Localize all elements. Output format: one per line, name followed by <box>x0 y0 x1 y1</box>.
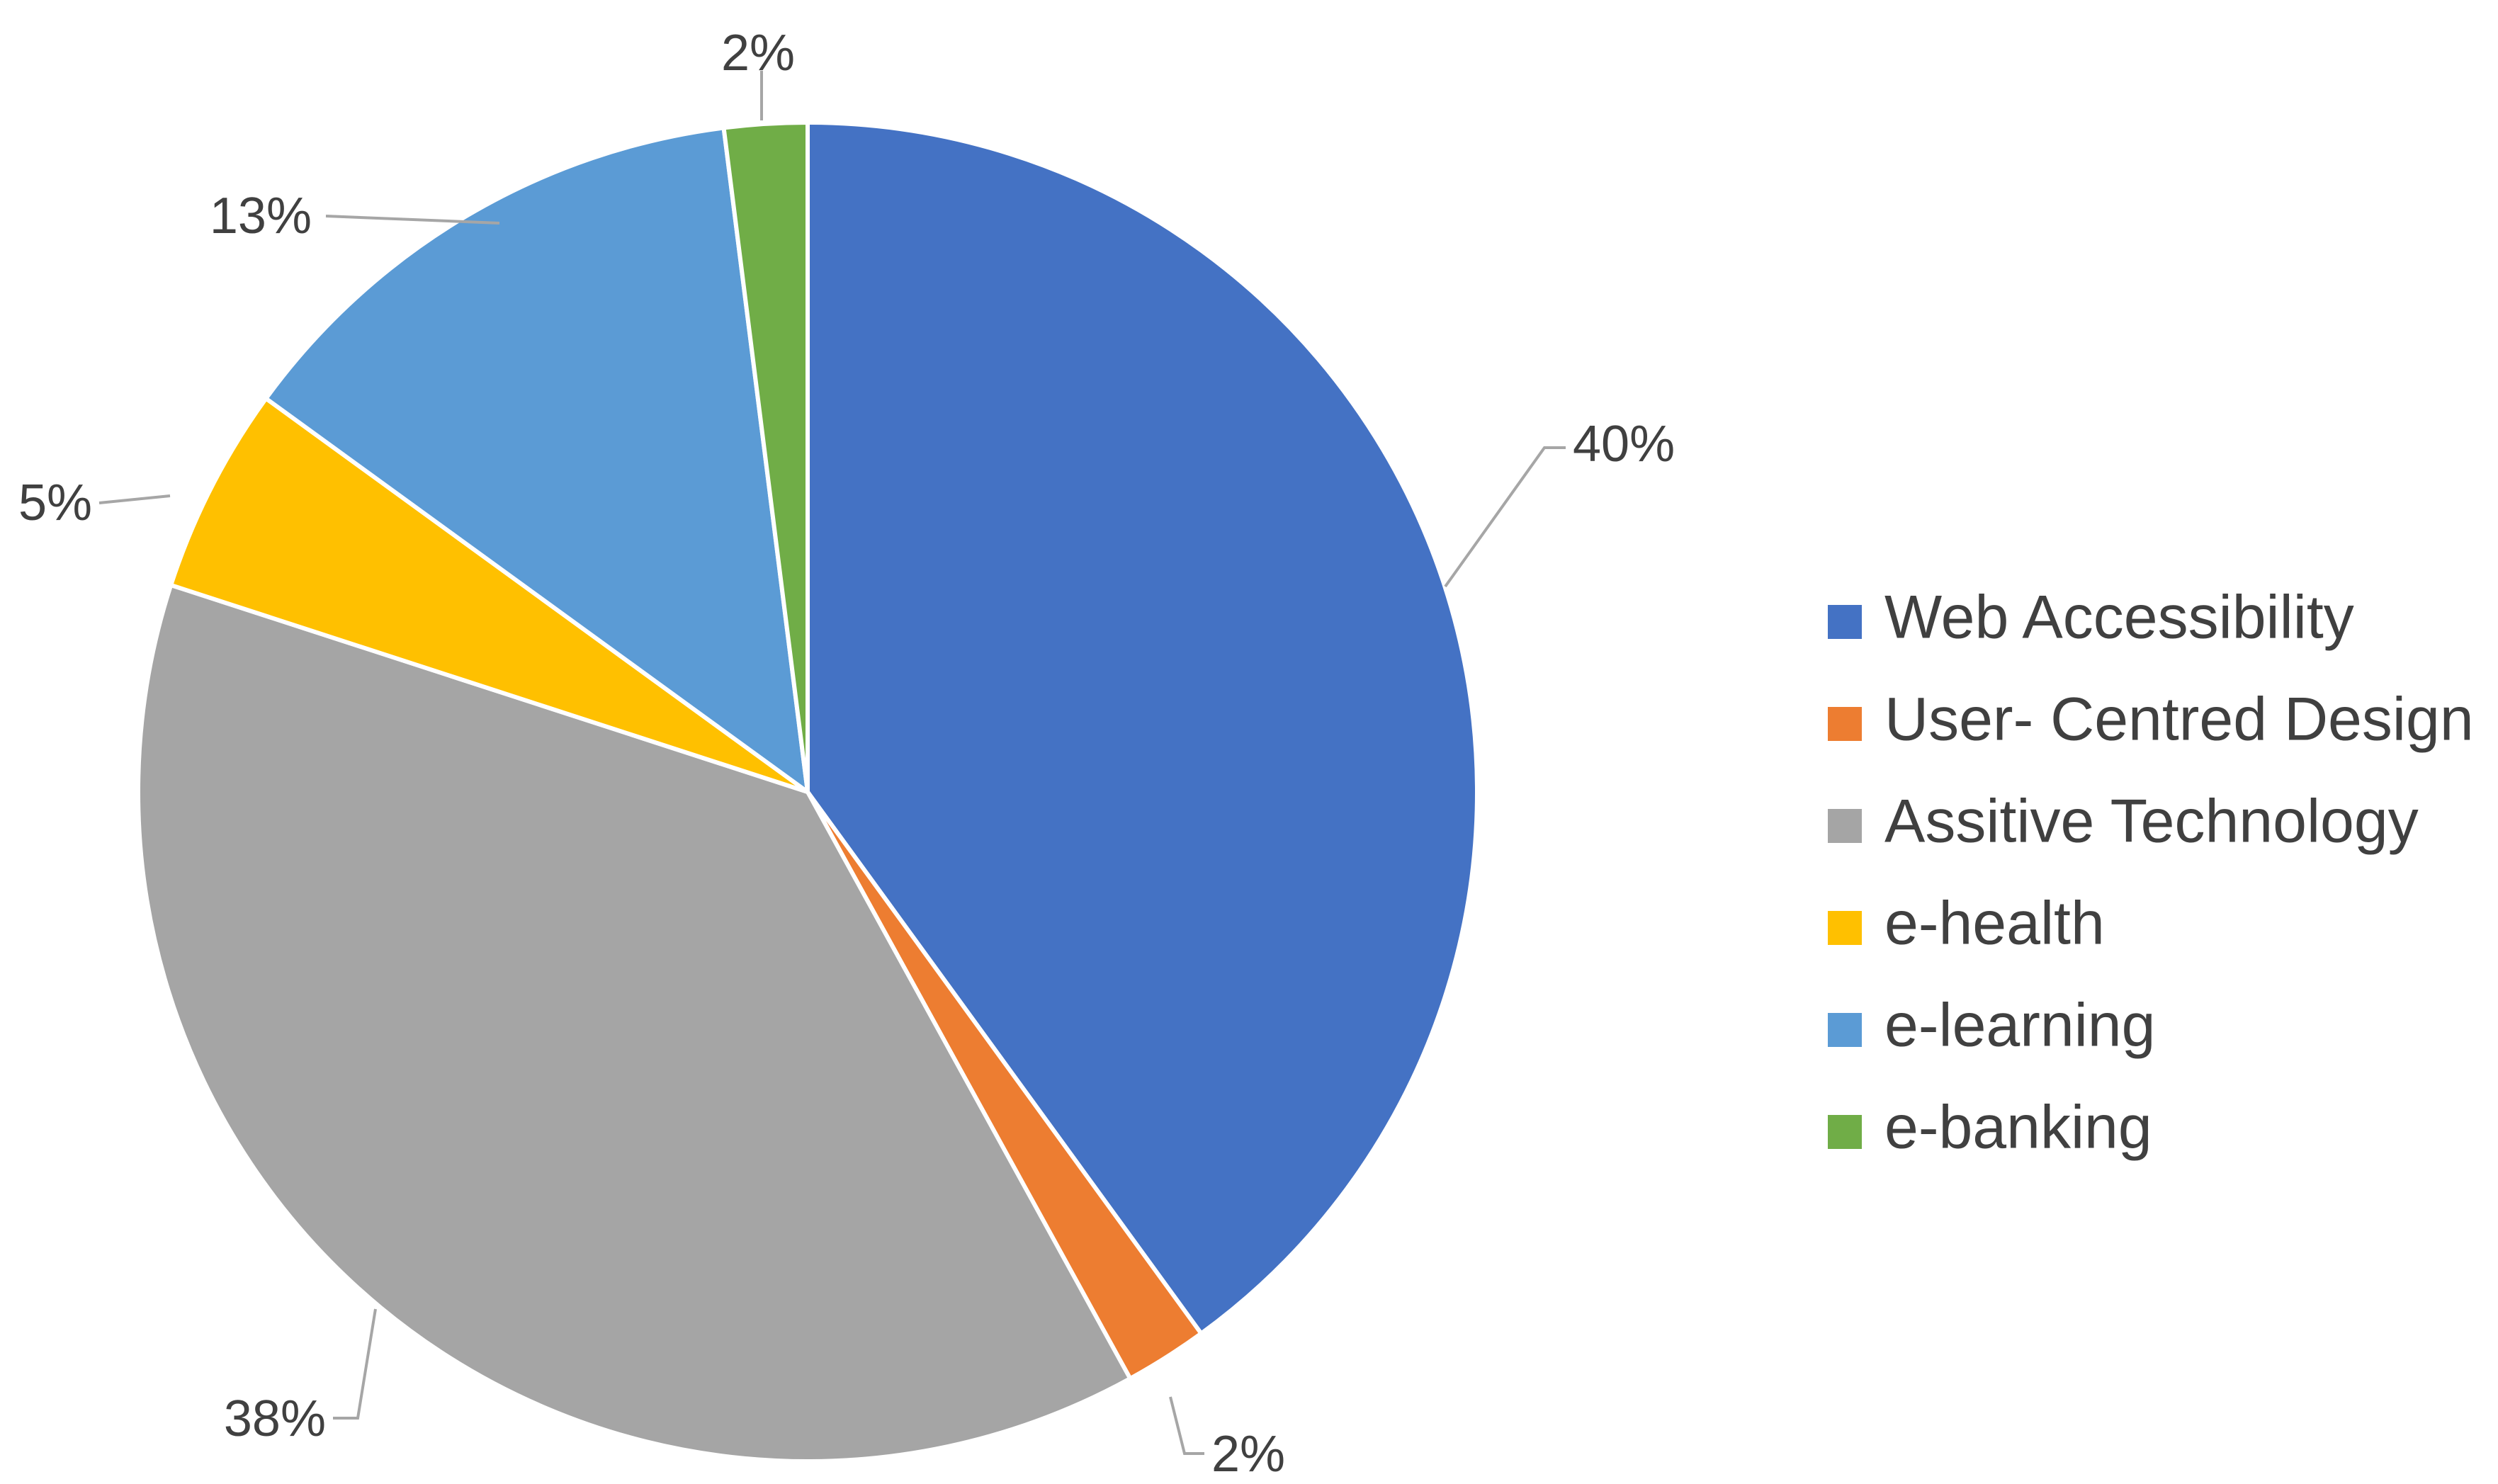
data-label-e-banking: 2% <box>721 25 795 81</box>
data-label-e-health: 5% <box>18 475 92 531</box>
legend-label-e-learning: e-learning <box>1884 992 2155 1060</box>
legend-swatch-assitive-technology <box>1828 809 1862 843</box>
leader-lines <box>98 71 1566 1455</box>
pie-slices <box>136 120 1479 1463</box>
pie-slice-e-learning <box>264 125 810 794</box>
leader-line-web-accessibility <box>1444 446 1566 588</box>
pie-slice-e-health <box>169 396 810 794</box>
leader-line-e-learning <box>325 215 500 225</box>
legend-swatch-e-health <box>1828 911 1862 945</box>
data-label-assitive-technology: 38% <box>224 1390 326 1447</box>
leader-line-user-centred-design <box>1169 1396 1204 1455</box>
legend-swatch-e-learning <box>1828 1013 1862 1047</box>
legend: Web Accessibility User- Centred Design Ass… <box>1828 584 2474 1162</box>
leader-line-e-health <box>98 494 171 504</box>
data-labels: 40% 2% 38% 5% 13% 2% <box>18 25 1675 1483</box>
legend-swatch-user-centred-design <box>1828 707 1862 741</box>
legend-label-user-centred-design: User- Centred Design <box>1884 686 2474 754</box>
legend-item-user-centred-design: User- Centred Design <box>1828 686 2474 754</box>
legend-label-web-accessibility: Web Accessibility <box>1884 584 2354 652</box>
legend-item-e-banking: e-banking <box>1828 1094 2152 1162</box>
legend-item-assitive-technology: Assitive Technology <box>1828 788 2419 856</box>
legend-label-e-health: e-health <box>1884 890 2105 958</box>
legend-swatch-web-accessibility <box>1828 605 1862 639</box>
legend-item-e-health: e-health <box>1828 890 2105 958</box>
pie-slice-web-accessibility <box>806 120 1479 1336</box>
legend-item-e-learning: e-learning <box>1828 992 2155 1060</box>
pie-slice-e-banking <box>721 120 810 794</box>
data-label-web-accessibility: 40% <box>1573 416 1675 472</box>
legend-label-e-banking: e-banking <box>1884 1094 2152 1162</box>
data-label-user-centred-design: 2% <box>1211 1426 1285 1483</box>
pie-slice-assitive-technology <box>136 582 1133 1463</box>
leader-line-assitive-technology <box>333 1308 377 1420</box>
legend-swatch-e-banking <box>1828 1115 1862 1149</box>
legend-label-assitive-technology: Assitive Technology <box>1884 788 2419 856</box>
legend-item-web-accessibility: Web Accessibility <box>1828 584 2354 652</box>
data-label-e-learning: 13% <box>210 188 312 244</box>
